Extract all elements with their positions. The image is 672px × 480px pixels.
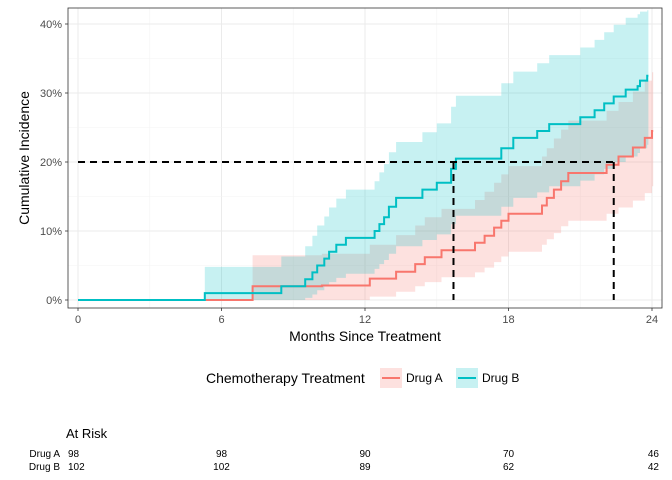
risk-cell: 98 [216,449,228,460]
x-tick-label: 0 [75,314,81,326]
risk-cell: 102 [68,462,85,473]
grid-lines [68,8,662,308]
risk-cell: 102 [213,462,230,473]
series-line-drug-b [78,74,649,301]
y-axis-ticks: 0% 10% 20% 30% 40% [40,19,68,307]
series-lines [78,74,654,301]
y-tick-label: 20% [40,157,62,169]
x-axis-ticks: 0 6 12 18 24 [75,308,658,326]
y-tick-label: 0% [46,295,62,307]
confidence-band-drug-b [78,10,649,300]
y-tick-label: 40% [40,19,62,31]
risk-cell: 70 [503,449,515,460]
risk-cell: 90 [359,449,371,460]
risk-cell: 46 [648,449,660,460]
y-axis-title: Cumulative Incidence [16,91,32,225]
confidence-band-drug-a [78,72,654,300]
risk-cell: 62 [503,462,515,473]
series-line-drug-a [78,130,654,301]
x-axis-title: Months Since Treatment [289,328,441,344]
legend-title: Chemotherapy Treatment [206,370,365,386]
risk-cell: 98 [68,449,80,460]
y-tick-label: 10% [40,226,62,238]
legend-label-drug-b: Drug B [482,371,519,385]
reference-lines [78,161,615,300]
risk-table-title: At Risk [66,426,108,441]
y-tick-label: 30% [40,88,62,100]
risk-row-label: Drug B [29,462,60,473]
x-tick-label: 6 [218,314,224,326]
legend: Chemotherapy Treatment Drug A Drug B [206,368,519,388]
x-tick-label: 24 [646,314,658,326]
confidence-bands [78,10,654,300]
risk-cell: 89 [359,462,371,473]
risk-row-label: Drug A [29,449,60,460]
risk-cell: 42 [648,462,660,473]
x-tick-label: 12 [359,314,371,326]
x-tick-label: 18 [502,314,514,326]
risk-table: At Risk Drug A 98 98 90 70 46 Drug B 102 102 89 62… [29,426,660,473]
legend-label-drug-a: Drug A [406,371,443,385]
